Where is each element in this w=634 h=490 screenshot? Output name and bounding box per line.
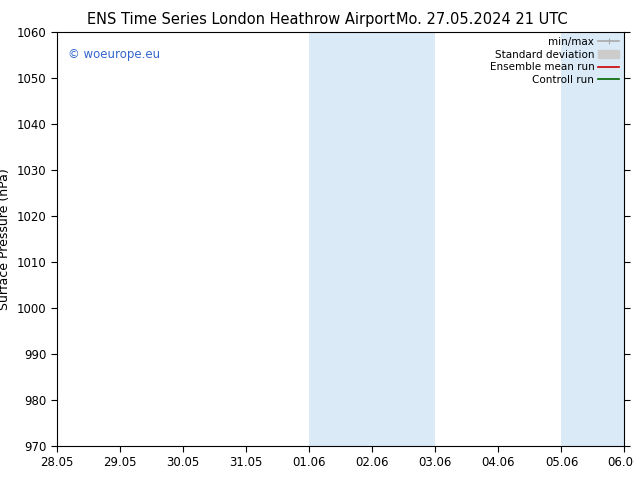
Y-axis label: Surface Pressure (hPa): Surface Pressure (hPa) [0,168,11,310]
Bar [309,32,436,446]
Text: © woeurope.eu: © woeurope.eu [68,49,160,61]
Legend: min/max, Standard deviation, Ensemble mean run, Controll run: min/max, Standard deviation, Ensemble me… [489,37,619,85]
Bar [562,32,624,446]
Text: Mo. 27.05.2024 21 UTC: Mo. 27.05.2024 21 UTC [396,12,567,27]
Text: ENS Time Series London Heathrow Airport: ENS Time Series London Heathrow Airport [87,12,395,27]
